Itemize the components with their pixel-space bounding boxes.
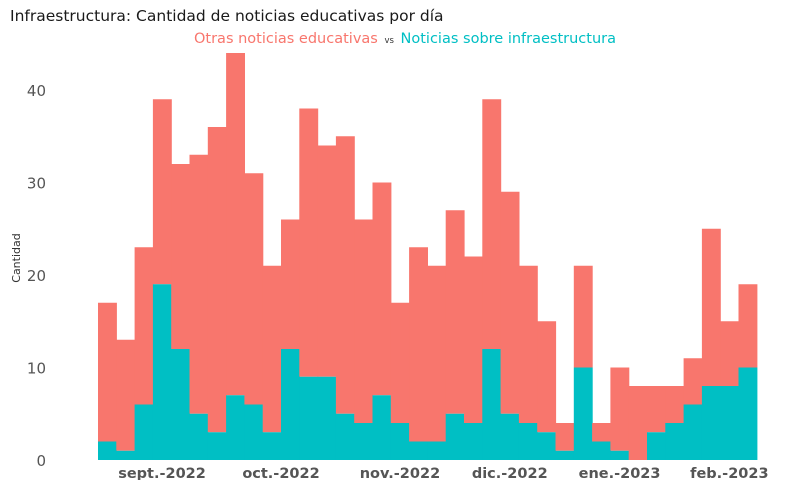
x-tick-label-3: dic.-2022 — [472, 466, 548, 480]
bar-other-21 — [482, 99, 502, 349]
bar-other-2 — [134, 247, 154, 405]
bar-infra-2 — [134, 404, 154, 460]
bar-infra-9 — [262, 432, 282, 460]
bar-infra-1 — [116, 450, 136, 460]
bar-other-28 — [610, 367, 630, 451]
bar-other-32 — [683, 358, 703, 405]
bar-other-29 — [628, 386, 648, 460]
bar-other-15 — [372, 182, 392, 396]
bar-infra-33 — [701, 386, 721, 460]
bar-infra-7 — [226, 395, 245, 460]
bar-other-22 — [500, 191, 520, 414]
bar-infra-5 — [189, 413, 209, 460]
bar-other-13 — [335, 136, 355, 414]
bar-infra-0 — [98, 441, 117, 460]
bar-infra-28 — [610, 450, 630, 460]
x-tick-label-5: feb.-2023 — [690, 466, 768, 480]
x-tick-label-1: oct.-2022 — [242, 466, 319, 480]
bar-other-26 — [573, 265, 593, 368]
bar-other-8 — [244, 173, 264, 405]
bar-other-6 — [207, 127, 227, 433]
y-tick-label-0: 0 — [36, 452, 46, 470]
x-tick-label-2: nov.-2022 — [360, 466, 440, 480]
bar-infra-6 — [207, 432, 227, 460]
bar-other-19 — [445, 210, 465, 414]
bar-infra-27 — [592, 441, 611, 460]
y-tick-label-1: 10 — [27, 360, 46, 378]
bar-other-9 — [262, 265, 282, 433]
bar-infra-24 — [537, 432, 557, 460]
bar-other-12 — [317, 145, 337, 377]
bar-other-25 — [555, 423, 575, 451]
bar-infra-21 — [482, 349, 502, 460]
bar-other-10 — [281, 219, 300, 349]
bar-infra-31 — [665, 423, 685, 460]
bar-infra-3 — [152, 284, 172, 460]
chart-title: Infraestructura: Cantidad de noticias ed… — [10, 7, 444, 25]
bar-other-5 — [189, 154, 209, 414]
bar-infra-25 — [555, 450, 575, 460]
bar-other-0 — [98, 302, 117, 442]
bar-other-27 — [592, 423, 611, 442]
chart-subtitle: Otras noticias educativas vs Noticias so… — [0, 31, 800, 47]
bar-infra-30 — [647, 432, 666, 460]
bar-other-16 — [390, 302, 410, 423]
x-tick-label-4: ene.-2023 — [579, 466, 661, 480]
bar-infra-32 — [683, 404, 703, 460]
y-axis-label: Cantidad — [10, 233, 23, 282]
bar-other-23 — [518, 265, 538, 423]
bar-infra-26 — [573, 367, 593, 460]
bar-infra-10 — [281, 349, 300, 460]
bar-other-7 — [226, 53, 245, 396]
bar-other-18 — [427, 265, 447, 442]
bar-infra-15 — [372, 395, 392, 460]
bar-other-4 — [171, 164, 191, 349]
bars-group — [98, 53, 758, 460]
bar-infra-20 — [464, 423, 483, 460]
bar-other-34 — [720, 321, 740, 386]
bar-other-3 — [152, 99, 172, 285]
bar-infra-18 — [427, 441, 447, 460]
bar-other-20 — [464, 256, 483, 423]
x-tick-label-0: sept.-2022 — [118, 466, 206, 480]
y-tick-label-4: 40 — [27, 82, 46, 100]
bar-infra-22 — [500, 413, 520, 460]
bar-infra-19 — [445, 413, 465, 460]
bar-other-35 — [738, 284, 758, 368]
bar-infra-23 — [518, 423, 538, 460]
legend-other-news: Otras noticias educativas — [194, 31, 378, 47]
x-axis: sept.-2022 oct.-2022 nov.-2022 dic.-2022 ene… — [118, 466, 768, 480]
y-axis: 0 10 20 30 40 — [27, 82, 46, 470]
bar-other-30 — [647, 386, 666, 433]
bar-other-17 — [409, 247, 428, 442]
bar-other-1 — [116, 339, 136, 451]
bar-infra-8 — [244, 404, 264, 460]
bar-other-31 — [665, 386, 685, 423]
bar-infra-13 — [335, 413, 355, 460]
bar-infra-16 — [390, 423, 410, 460]
bar-infra-11 — [299, 376, 319, 460]
bar-infra-35 — [738, 367, 758, 460]
bar-other-11 — [299, 108, 319, 377]
legend-vs-separator: vs — [384, 36, 394, 46]
y-tick-label-3: 30 — [27, 175, 46, 193]
bar-infra-12 — [317, 376, 337, 460]
bar-infra-17 — [409, 441, 428, 460]
y-tick-label-2: 20 — [27, 267, 46, 285]
legend-infrastructure-news: Noticias sobre infraestructura — [400, 31, 616, 47]
bar-other-24 — [537, 321, 557, 433]
bar-infra-4 — [171, 349, 191, 460]
bar-infra-34 — [720, 386, 740, 460]
bar-other-33 — [701, 228, 721, 386]
bar-other-14 — [354, 219, 374, 423]
bar-infra-14 — [354, 423, 374, 460]
